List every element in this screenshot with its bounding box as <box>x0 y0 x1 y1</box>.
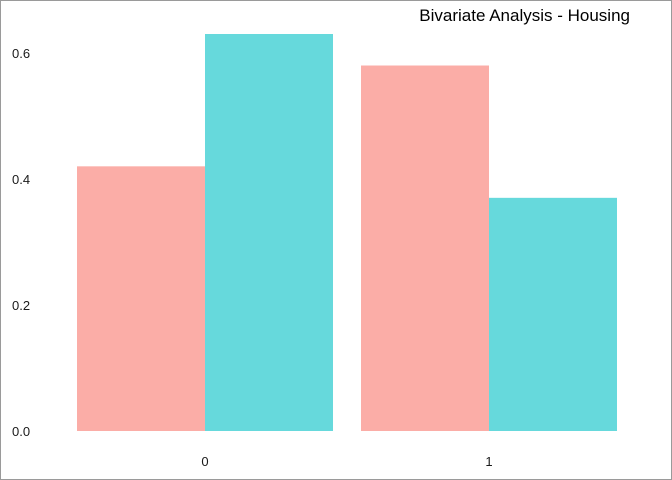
x-tick-label: 1 <box>485 454 492 469</box>
y-axis-tick-labels: 0.0 0.2 0.4 0.6 <box>12 46 30 439</box>
bar-category-1-series-1 <box>361 65 489 431</box>
y-tick-label: 0.2 <box>12 298 30 313</box>
x-tick-label: 0 <box>201 454 208 469</box>
bar-category-0-series-2 <box>205 34 333 431</box>
y-tick-label: 0.0 <box>12 424 30 439</box>
y-tick-label: 0.4 <box>12 172 30 187</box>
bar-category-0-series-1 <box>77 166 205 432</box>
bar-category-1-series-2 <box>489 197 617 431</box>
y-tick-label: 0.6 <box>12 46 30 61</box>
chart-title: Bivariate Analysis - Housing <box>419 6 630 25</box>
bars-layer <box>77 34 617 432</box>
